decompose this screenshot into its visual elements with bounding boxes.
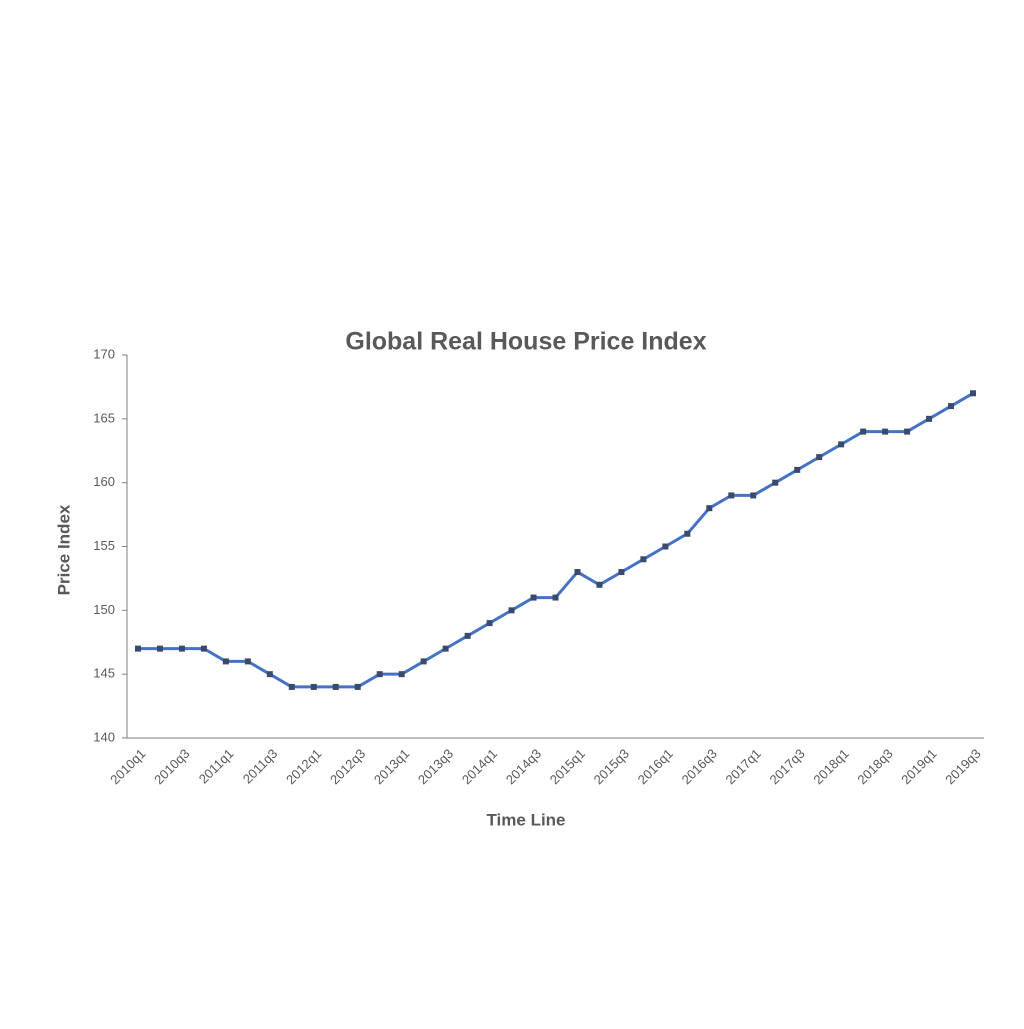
x-tick-label: 2015q1 [547,746,588,787]
x-tick-label: 2014q3 [503,746,544,787]
point-marker [442,645,449,652]
point-marker [288,683,295,690]
point-marker [332,683,339,690]
x-tick-label: 2011q3 [240,746,281,787]
x-tick-label: 2010q3 [151,746,192,787]
y-tick-label: 145 [93,666,115,681]
point-marker [860,428,867,435]
y-tick-label: 160 [93,474,115,489]
x-tick-label: 2016q3 [679,746,720,787]
series-line [137,392,974,689]
point-marker [904,428,911,435]
y-tick-label: 150 [93,602,115,617]
x-tick-label: 2013q3 [415,746,456,787]
x-tick-label: 2019q1 [898,746,939,787]
chart-title: Global Real House Price Index [345,328,706,356]
point-marker [970,390,977,397]
point-marker [266,671,273,678]
point-marker [816,454,823,461]
y-tick-label: 165 [93,410,115,425]
point-marker [926,415,933,422]
point-marker [222,658,229,665]
point-marker [156,645,163,652]
x-tick-label: 2017q1 [723,746,764,787]
point-marker [420,658,427,665]
point-marker [618,569,625,576]
point-marker [684,530,691,537]
point-marker [596,581,603,588]
x-tick-label: 2010q1 [107,746,148,787]
x-tick-label: 2016q1 [635,746,676,787]
x-tick-label: 2014q1 [459,746,500,787]
point-marker [552,594,559,601]
point-marker [376,671,383,678]
point-marker [750,492,757,499]
x-tick-label: 2012q3 [327,746,368,787]
point-marker [772,479,779,486]
point-marker [244,658,251,665]
point-marker [948,403,955,410]
point-marker [178,645,185,652]
point-marker [794,466,801,473]
y-axis-title: Price Index [54,504,73,595]
x-tick-label: 2011q1 [196,746,237,787]
x-tick-label: 2018q3 [854,746,895,787]
y-tick-label: 170 [93,346,115,361]
point-marker [398,671,405,678]
x-axis-title: Time Line [486,810,565,829]
point-marker [530,594,537,601]
point-marker [728,492,735,499]
point-marker [310,683,317,690]
x-tick-label: 2018q1 [810,746,851,787]
point-marker [508,607,515,614]
y-tick-label: 155 [93,538,115,553]
x-tick-label: 2017q3 [766,746,807,787]
point-marker [134,645,141,652]
point-marker [486,620,493,627]
x-tick-label: 2013q1 [371,746,412,787]
point-marker [640,556,647,563]
point-marker [882,428,889,435]
x-tick-label: 2015q3 [591,746,632,787]
x-tick-label: 2012q1 [283,746,324,787]
x-tick-label: 2019q3 [942,746,983,787]
y-tick-label: 140 [93,729,115,744]
point-marker [200,645,207,652]
point-marker [838,441,845,448]
point-marker [662,543,669,550]
point-marker [464,632,471,639]
point-marker [354,683,361,690]
point-marker [706,505,713,512]
point-marker [574,569,581,576]
